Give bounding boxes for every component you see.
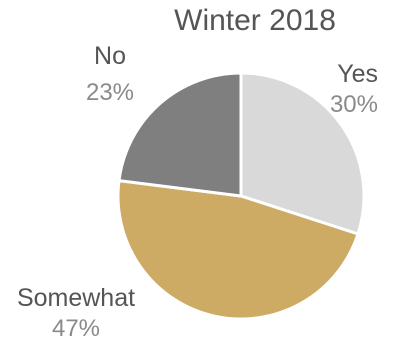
pie-slices bbox=[116, 71, 366, 321]
chart-title: Winter 2018 bbox=[174, 4, 336, 37]
pie-slice-no bbox=[117, 71, 243, 198]
pie-slice-somewhat bbox=[116, 179, 360, 321]
slice-label-no: No bbox=[94, 42, 126, 70]
slice-value-no: 23% bbox=[86, 79, 134, 106]
slice-value-somewhat: 47% bbox=[52, 315, 100, 342]
slice-label-yes: Yes bbox=[337, 60, 378, 88]
pie-slice-yes bbox=[239, 71, 366, 236]
slice-value-yes: 30% bbox=[330, 91, 378, 118]
slice-label-somewhat: Somewhat bbox=[17, 284, 135, 312]
